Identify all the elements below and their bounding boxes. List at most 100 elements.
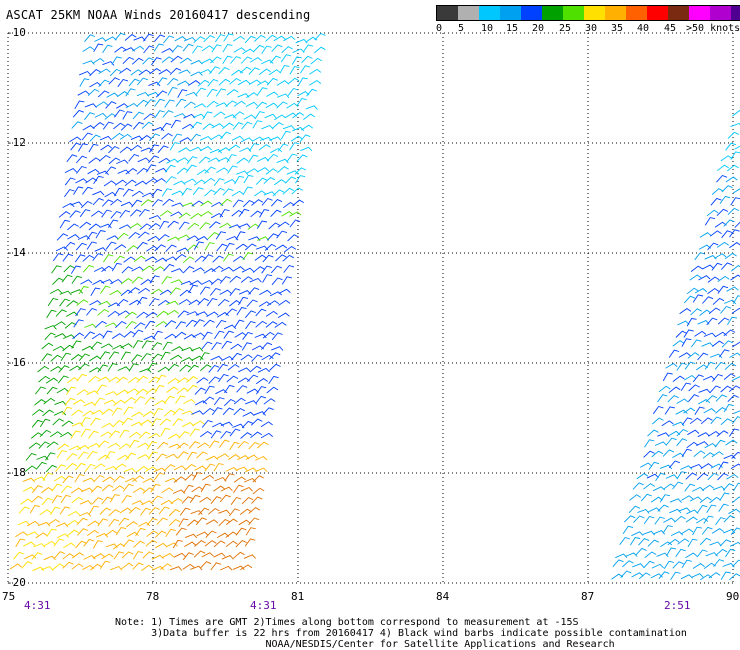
wind-barb <box>281 211 294 217</box>
wind-barb <box>199 352 210 361</box>
wind-barb <box>178 69 191 74</box>
wind-barb <box>675 548 686 558</box>
wind-barb <box>300 124 314 131</box>
wind-barb <box>699 232 712 238</box>
wind-barb <box>199 146 213 152</box>
wind-barb <box>229 441 240 451</box>
wind-barb <box>55 309 67 317</box>
wind-barb <box>248 79 261 85</box>
wind-barb <box>731 451 740 459</box>
wind-barb <box>220 198 232 206</box>
wind-barb <box>299 134 311 143</box>
wind-barb <box>210 56 222 64</box>
wind-barb <box>270 199 283 207</box>
wind-barb <box>167 220 179 228</box>
wind-barb <box>701 526 713 535</box>
legend-label: 10 <box>481 23 494 34</box>
wind-barb <box>213 552 226 558</box>
wind-barb <box>184 178 197 184</box>
wind-barb <box>211 342 222 351</box>
wind-barb <box>677 320 690 326</box>
wind-barb <box>116 103 129 109</box>
wind-barb <box>196 451 208 459</box>
wind-barb <box>170 279 183 284</box>
wind-barb <box>238 519 251 526</box>
wind-barb <box>186 311 199 316</box>
wind-barb <box>172 539 183 549</box>
wind-barb <box>713 485 726 491</box>
map-title: ASCAT 25KM NOAA Winds 20160417 descendin… <box>6 8 311 22</box>
wind-barb <box>223 179 237 184</box>
wind-barb <box>612 559 624 567</box>
wind-barb <box>158 506 170 515</box>
wind-barb <box>143 45 155 54</box>
wind-barb <box>100 431 113 437</box>
wind-barb <box>71 275 83 284</box>
wind-barb <box>97 440 110 448</box>
wind-barb <box>241 267 255 273</box>
wind-barb <box>148 155 160 164</box>
wind-barb <box>205 455 219 461</box>
wind-barb <box>136 77 148 86</box>
wind-barb <box>122 111 133 120</box>
wind-barb <box>190 60 203 65</box>
wind-barb <box>137 454 150 460</box>
wind-barb <box>667 538 680 546</box>
longitude-label: 75 <box>2 590 16 603</box>
wind-barb <box>148 298 160 307</box>
wind-barb <box>168 518 181 527</box>
wind-barb <box>235 243 248 250</box>
wind-barb <box>190 510 203 515</box>
wind-barb <box>242 252 254 261</box>
wind-barb <box>128 506 141 514</box>
legend-label: 20 <box>532 23 545 34</box>
wind-barb <box>66 453 78 461</box>
wind-barb <box>162 198 174 206</box>
wind-barb <box>686 441 699 449</box>
wind-barb <box>159 418 172 426</box>
wind-barb <box>734 221 740 228</box>
wind-barb <box>145 311 158 318</box>
wind-barb <box>113 399 126 407</box>
wind-barb <box>86 390 99 396</box>
wind-barb <box>685 552 698 559</box>
wind-barb <box>249 365 262 373</box>
wind-barb <box>30 432 43 439</box>
wind-barb <box>189 146 202 152</box>
wind-barb <box>175 527 187 536</box>
wind-barb <box>114 179 127 186</box>
wind-barb <box>732 110 740 117</box>
wind-barb <box>161 276 173 285</box>
wind-barb <box>289 66 300 75</box>
wind-barb <box>219 439 230 448</box>
wind-barb <box>178 234 191 240</box>
wind-barb <box>210 134 224 140</box>
wind-barb <box>269 291 283 297</box>
wind-barb <box>144 466 158 472</box>
wind-barb <box>676 471 687 480</box>
wind-barb <box>720 385 732 393</box>
wind-barb <box>171 133 183 142</box>
wind-barb <box>622 525 634 534</box>
wind-barb <box>712 297 725 305</box>
wind-barb <box>728 508 740 515</box>
wind-barb <box>696 472 709 481</box>
wind-barb <box>678 507 691 512</box>
wind-barb <box>110 565 123 571</box>
wind-barb <box>183 484 194 494</box>
legend-label: 45 <box>664 23 677 34</box>
wind-barb <box>74 100 85 110</box>
wind-barb <box>186 235 199 241</box>
wind-barb <box>60 494 71 504</box>
wind-barb <box>690 308 702 316</box>
wind-barb <box>186 244 199 252</box>
wind-barb <box>277 166 289 174</box>
wind-barb <box>135 527 146 537</box>
wind-barb <box>94 112 107 118</box>
wind-barb <box>727 316 738 326</box>
wind-barb <box>255 395 267 404</box>
wind-barb <box>170 55 183 63</box>
wind-barb <box>201 45 214 52</box>
wind-barb <box>72 399 86 405</box>
wind-barb <box>266 153 279 162</box>
